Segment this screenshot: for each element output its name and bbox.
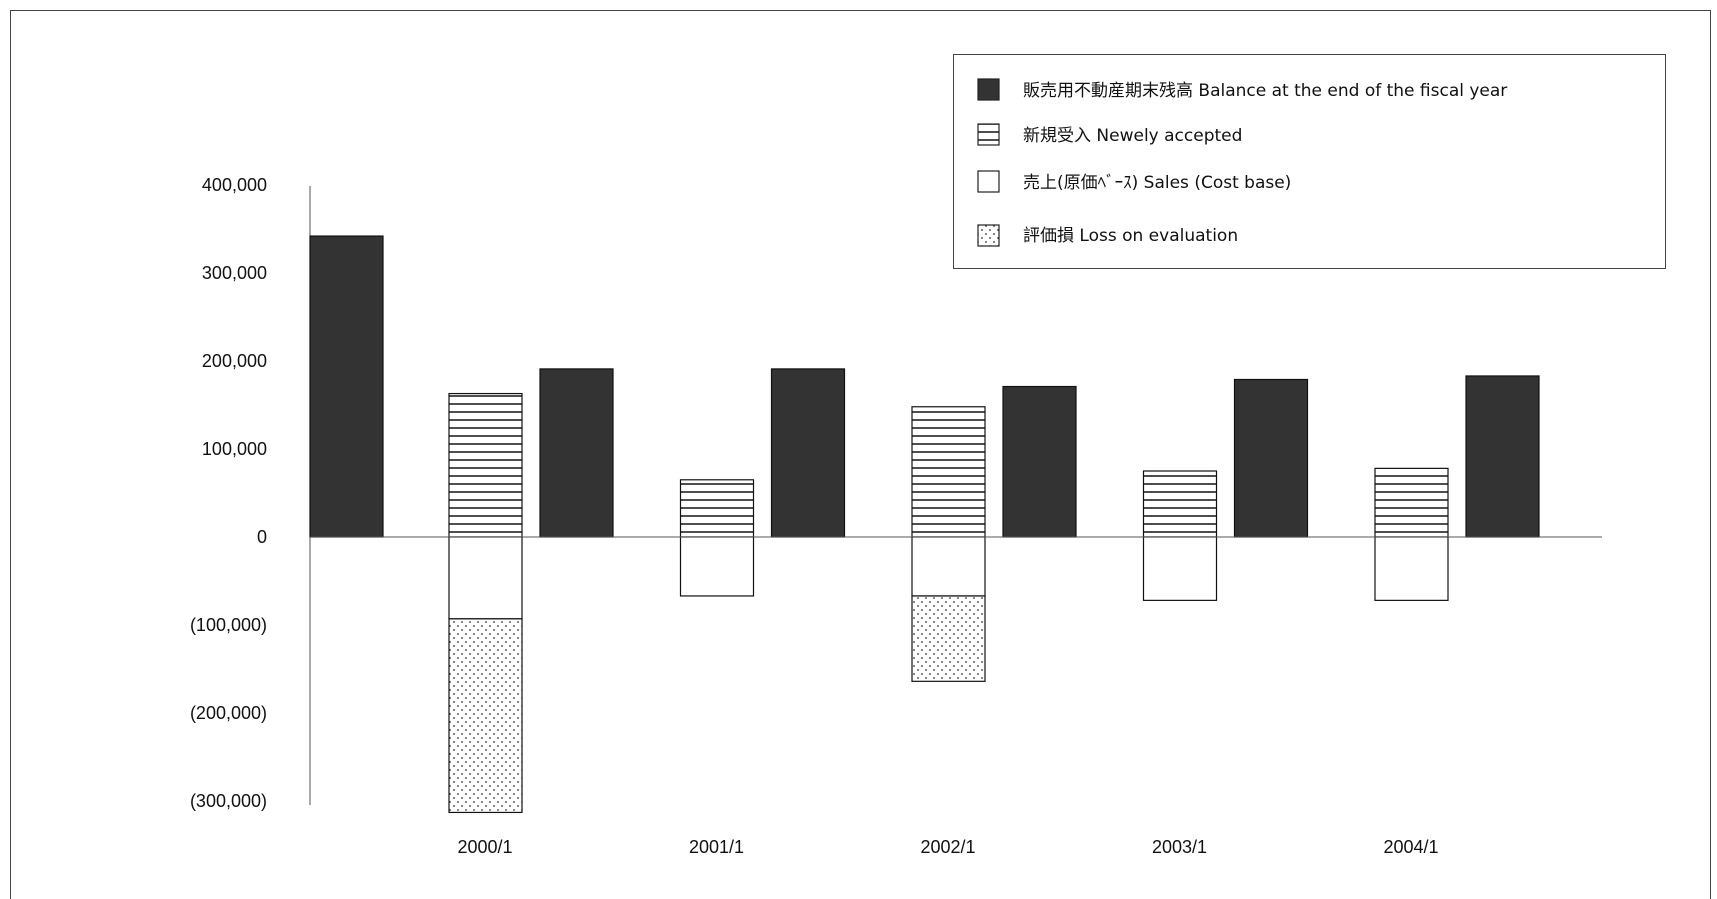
legend-swatch-loss-on-evaluation (977, 224, 1000, 247)
bar-newly-accepted (911, 406, 986, 538)
y-tick-label: 200,000 (202, 351, 267, 371)
bar-balance (1465, 375, 1540, 538)
x-tick-label: 2001/1 (689, 837, 744, 857)
legend-swatch-balance (977, 78, 1000, 101)
y-tick-label: 300,000 (202, 263, 267, 283)
bar-sales (911, 536, 986, 597)
legend-label-balance: 販売用不動産期末残高 Balance at the end of the fis… (1023, 81, 1507, 101)
legend-label-loss-on-evaluation: 評価損 Loss on evaluation (1023, 226, 1238, 246)
bar-loss-on-evaluation (448, 618, 523, 814)
chart-frame (10, 10, 1711, 899)
x-axis-labels: 2000/1 2001/1 2002/1 2003/1 2004/1 (457, 837, 1438, 857)
bars (309, 235, 1540, 814)
legend-swatch-newly-accepted (977, 123, 1000, 146)
bar-newly-accepted (1374, 467, 1449, 538)
bar-newly-accepted (1142, 470, 1218, 538)
y-axis: 400,000 300,000 200,000 100,000 0 (100,000) (2… (190, 175, 311, 811)
x-tick-label: 2003/1 (1152, 837, 1207, 857)
y-tick-label: (200,000) (190, 703, 267, 723)
y-tick-label: (100,000) (190, 615, 267, 635)
legend-label-sales: 売上(原価ﾍﾞｰｽ) Sales (Cost base) (1023, 173, 1291, 193)
x-tick-label: 2002/1 (920, 837, 975, 857)
bar-balance (1002, 385, 1077, 538)
legend-swatch-sales (977, 170, 1000, 193)
bar-sales (448, 536, 523, 620)
legend: 販売用不動産期末残高 Balance at the end of the fis… (953, 54, 1666, 269)
bar-newly-accepted (679, 479, 755, 538)
bar-sales (679, 536, 755, 597)
y-tick-label: 400,000 (202, 175, 267, 195)
bar-balance (539, 368, 614, 538)
y-tick-label: (300,000) (190, 791, 267, 811)
y-tick-label: 100,000 (202, 439, 267, 459)
bar-sales (1374, 536, 1449, 601)
y-tick-label: 0 (257, 527, 267, 547)
bar-opening-balance (309, 235, 384, 538)
x-tick-label: 2000/1 (457, 837, 512, 857)
bar-loss-on-evaluation (911, 595, 986, 682)
bar-sales (1142, 536, 1218, 601)
bar-balance (770, 368, 846, 538)
bar-balance (1233, 378, 1309, 538)
x-tick-label: 2004/1 (1383, 837, 1438, 857)
legend-label-newly-accepted: 新規受入 Newely accepted (1023, 126, 1242, 146)
bar-newly-accepted (448, 392, 523, 538)
legend-box (953, 54, 1666, 269)
